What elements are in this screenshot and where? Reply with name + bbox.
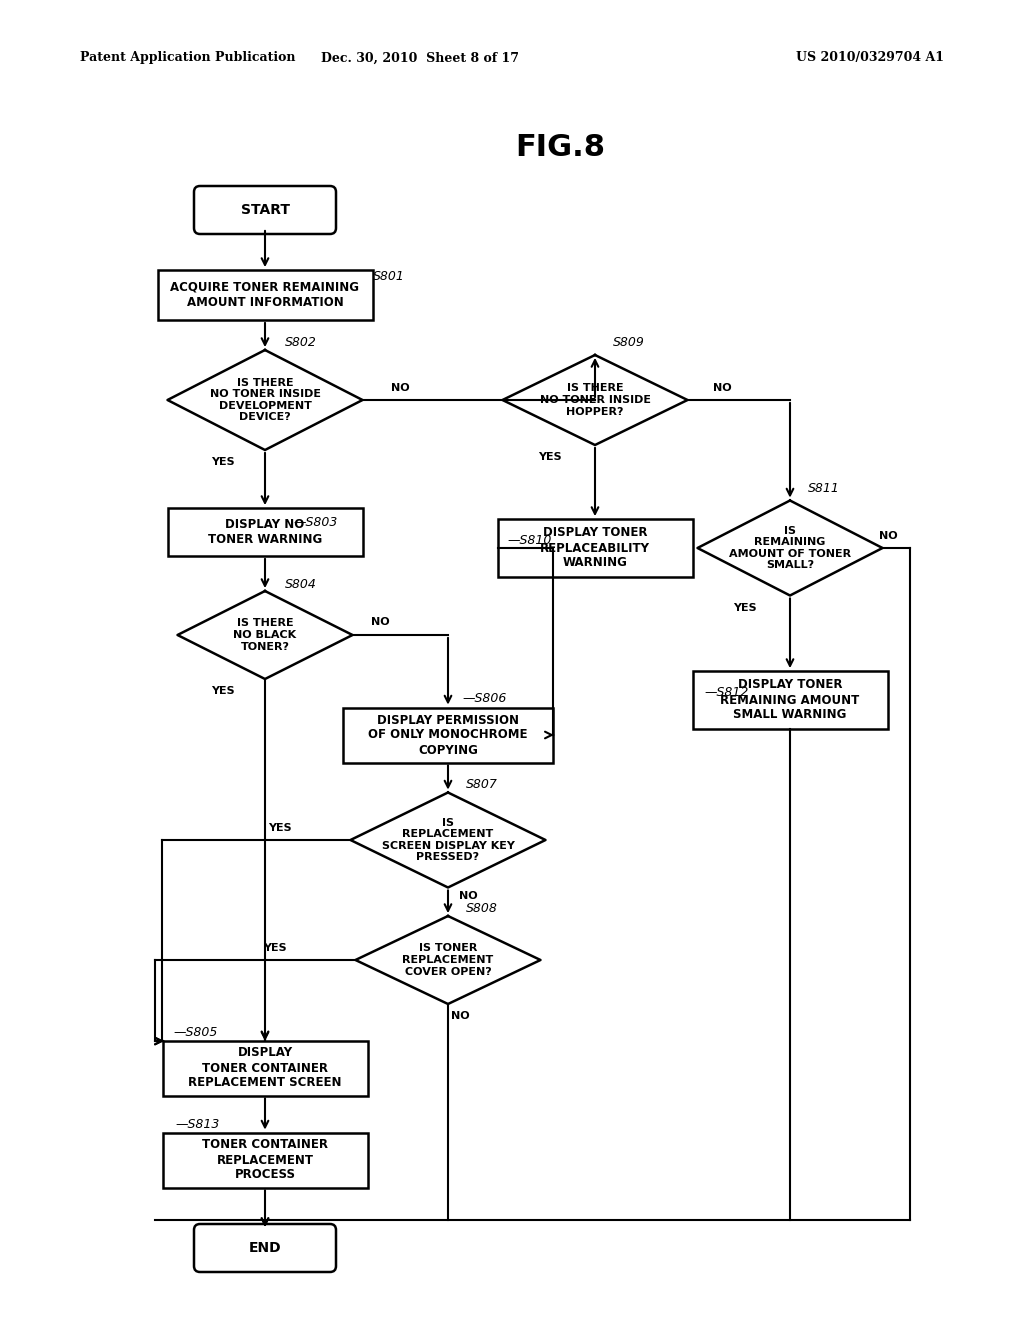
Polygon shape [355,916,541,1005]
FancyBboxPatch shape [194,1224,336,1272]
Text: S809: S809 [613,335,645,348]
Bar [343,708,553,763]
Text: —S813: —S813 [175,1118,219,1130]
Text: DISPLAY TONER
REMAINING AMOUNT
SMALL WARNING: DISPLAY TONER REMAINING AMOUNT SMALL WAR… [720,678,859,722]
Text: DISPLAY
TONER CONTAINER
REPLACEMENT SCREEN: DISPLAY TONER CONTAINER REPLACEMENT SCRE… [188,1047,342,1089]
Text: IS
REMAINING
AMOUNT OF TONER
SMALL?: IS REMAINING AMOUNT OF TONER SMALL? [729,525,851,570]
Text: YES: YES [211,457,234,467]
Text: —S810: —S810 [507,533,551,546]
Text: IS THERE
NO TONER INSIDE
HOPPER?: IS THERE NO TONER INSIDE HOPPER? [540,383,650,417]
Text: YES: YES [733,603,757,612]
Bar [498,519,692,577]
Text: Patent Application Publication: Patent Application Publication [80,51,296,65]
Text: TONER CONTAINER
REPLACEMENT
PROCESS: TONER CONTAINER REPLACEMENT PROCESS [202,1138,328,1181]
Text: NO: NO [451,1011,469,1020]
Text: NO: NO [391,383,410,393]
Text: YES: YES [263,942,287,953]
Polygon shape [350,792,546,887]
Text: S801: S801 [373,271,404,284]
Bar [692,671,888,729]
Text: ACQUIRE TONER REMAINING
AMOUNT INFORMATION: ACQUIRE TONER REMAINING AMOUNT INFORMATI… [171,281,359,309]
Text: DISPLAY PERMISSION
OF ONLY MONOCHROME
COPYING: DISPLAY PERMISSION OF ONLY MONOCHROME CO… [369,714,527,756]
Text: —S805: —S805 [173,1026,217,1039]
Text: —S806: —S806 [462,693,507,705]
Text: IS THERE
NO BLACK
TONER?: IS THERE NO BLACK TONER? [233,618,297,652]
Text: YES: YES [211,686,234,696]
Text: NO: NO [879,531,897,541]
Text: YES: YES [539,451,562,462]
Text: S808: S808 [466,902,498,915]
Bar [163,1133,368,1188]
Polygon shape [177,591,352,678]
Text: S802: S802 [285,335,316,348]
Text: NO: NO [371,616,389,627]
Text: YES: YES [268,822,292,833]
Text: NO: NO [459,891,477,902]
Text: Dec. 30, 2010  Sheet 8 of 17: Dec. 30, 2010 Sheet 8 of 17 [321,51,519,65]
Text: S807: S807 [466,777,498,791]
Text: S804: S804 [285,578,316,591]
Text: NO: NO [713,383,731,393]
Text: END: END [249,1241,282,1255]
Text: IS TONER
REPLACEMENT
COVER OPEN?: IS TONER REPLACEMENT COVER OPEN? [402,944,494,977]
Text: DISPLAY TONER
REPLACEABILITY
WARNING: DISPLAY TONER REPLACEABILITY WARNING [540,527,650,569]
Text: US 2010/0329704 A1: US 2010/0329704 A1 [796,51,944,65]
Polygon shape [697,500,883,595]
Text: —S803: —S803 [293,516,337,528]
Bar [168,508,362,556]
FancyBboxPatch shape [194,186,336,234]
Bar [158,271,373,319]
Polygon shape [168,350,362,450]
Polygon shape [503,355,687,445]
Bar [163,1040,368,1096]
Text: DISPLAY NO
TONER WARNING: DISPLAY NO TONER WARNING [208,517,323,546]
Text: S811: S811 [808,482,840,495]
Text: —S812: —S812 [705,685,749,698]
Text: START: START [241,203,290,216]
Text: IS THERE
NO TONER INSIDE
DEVELOPMENT
DEVICE?: IS THERE NO TONER INSIDE DEVELOPMENT DEV… [210,378,321,422]
Text: FIG.8: FIG.8 [515,133,605,162]
Text: IS
REPLACEMENT
SCREEN DISPLAY KEY
PRESSED?: IS REPLACEMENT SCREEN DISPLAY KEY PRESSE… [382,817,514,862]
